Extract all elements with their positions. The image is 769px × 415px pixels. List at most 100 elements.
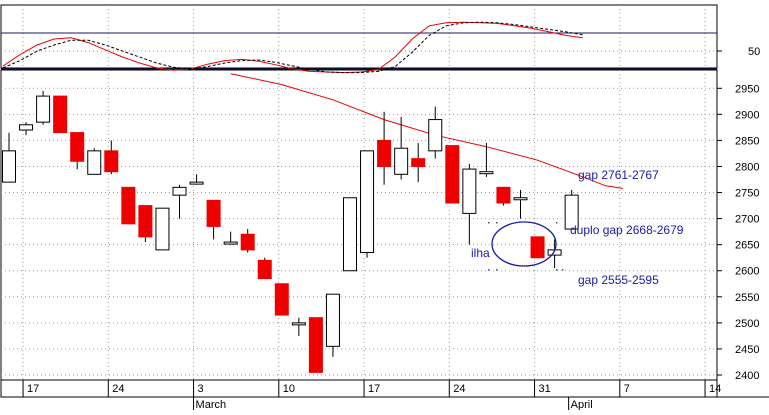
candle-body-down <box>530 236 545 259</box>
candle <box>325 293 340 357</box>
oscillator-k-line <box>2 21 583 74</box>
month-label: March <box>196 399 227 410</box>
candle <box>462 163 477 245</box>
oscillator-frame <box>0 4 718 69</box>
candle <box>360 150 375 258</box>
gap-marker <box>556 269 558 271</box>
gap-marker <box>496 222 498 224</box>
candle <box>138 205 153 243</box>
candle-body-down <box>274 283 289 316</box>
island-circle <box>491 221 557 267</box>
price-tick-label: 2550 <box>735 292 759 304</box>
candle-body-up <box>223 241 238 245</box>
candle <box>308 317 323 373</box>
candle-body-down <box>53 95 68 134</box>
candle-body-down <box>257 259 272 280</box>
candle-body-up <box>19 124 34 131</box>
price-tick-label: 2450 <box>735 344 759 356</box>
candle-body-down <box>121 186 136 225</box>
candle-body-up <box>479 171 494 175</box>
candle <box>274 283 289 316</box>
candle <box>445 145 460 204</box>
candle <box>2 132 16 183</box>
candle-body-down <box>496 186 511 204</box>
price-tick-label: 2900 <box>735 109 759 121</box>
date-tick-label: 17 <box>368 383 380 395</box>
candle <box>19 122 34 136</box>
candle <box>87 148 102 175</box>
price-tick-label: 2400 <box>735 370 759 382</box>
candle-body-up <box>360 150 375 253</box>
price-tick-label: 2800 <box>735 161 759 173</box>
candle <box>479 143 494 177</box>
gap-marker <box>488 269 490 271</box>
annotation-label: gap 2555-2595 <box>578 273 659 287</box>
candle-body-up <box>394 147 409 175</box>
price-tick-label: 2600 <box>735 266 759 278</box>
price-frame <box>0 69 718 381</box>
candle <box>240 229 255 253</box>
date-tick-label: 17 <box>27 383 39 395</box>
candle <box>104 140 119 175</box>
month-label: April <box>571 399 593 410</box>
candle-body-up <box>87 150 102 175</box>
candle <box>70 132 85 170</box>
candle <box>36 90 51 125</box>
axes-layer: 2400245025002550260026502700275028002850… <box>22 46 760 411</box>
annotation-label: ilha <box>471 246 490 260</box>
candle-body-up <box>189 181 204 185</box>
candle <box>189 174 204 185</box>
candle <box>530 236 545 259</box>
moving-average-line <box>230 73 623 189</box>
oscillator-d-line <box>2 21 583 74</box>
price-tick-label: 2700 <box>735 214 759 226</box>
candle <box>411 143 426 183</box>
date-tick-label: 14 <box>709 383 721 395</box>
gap-marker <box>556 222 558 224</box>
oscillator-tick-label: 50 <box>748 46 760 58</box>
candle <box>513 189 528 219</box>
candle <box>291 317 306 336</box>
date-tick-label: 24 <box>453 383 465 395</box>
date-tick-label: 10 <box>283 383 295 395</box>
gap-marker <box>562 269 564 271</box>
date-tick-label: 3 <box>198 383 204 395</box>
candle-body-up <box>513 197 528 201</box>
candle-body-down <box>240 233 255 251</box>
candle-body-down <box>138 205 153 238</box>
candle-body-down <box>445 145 460 204</box>
price-tick-label: 2950 <box>735 83 759 95</box>
candle <box>155 207 170 251</box>
candle-body-up <box>428 119 443 152</box>
candle <box>496 186 511 206</box>
candle-body-up <box>172 186 187 196</box>
candle-body-up <box>155 207 170 251</box>
candle <box>206 199 221 240</box>
candle <box>172 184 187 219</box>
candle-body-up <box>291 322 306 326</box>
price-tick-label: 2500 <box>735 318 759 330</box>
candle <box>394 116 409 180</box>
candle-body-up <box>343 197 357 272</box>
date-tick-label: 7 <box>624 383 630 395</box>
candle <box>257 257 272 280</box>
candle-body-down <box>377 139 392 167</box>
oscillator-panel <box>2 21 583 74</box>
annotation-label: gap 2761-2767 <box>578 168 659 182</box>
candle <box>223 231 238 245</box>
candles-layer <box>2 90 579 373</box>
candle-body-down <box>308 317 323 373</box>
date-tick-label: 24 <box>112 383 124 395</box>
candle <box>564 189 579 230</box>
price-tick-label: 2650 <box>735 240 759 252</box>
candle-body-up <box>462 168 477 214</box>
date-tick-label: 31 <box>539 383 551 395</box>
gap-marker <box>488 222 490 224</box>
moving-average-layer <box>230 73 623 189</box>
grid-layer <box>0 4 769 398</box>
candle-body-up <box>36 95 51 123</box>
candle-body-up <box>325 293 340 347</box>
candle-body-down <box>104 150 119 173</box>
